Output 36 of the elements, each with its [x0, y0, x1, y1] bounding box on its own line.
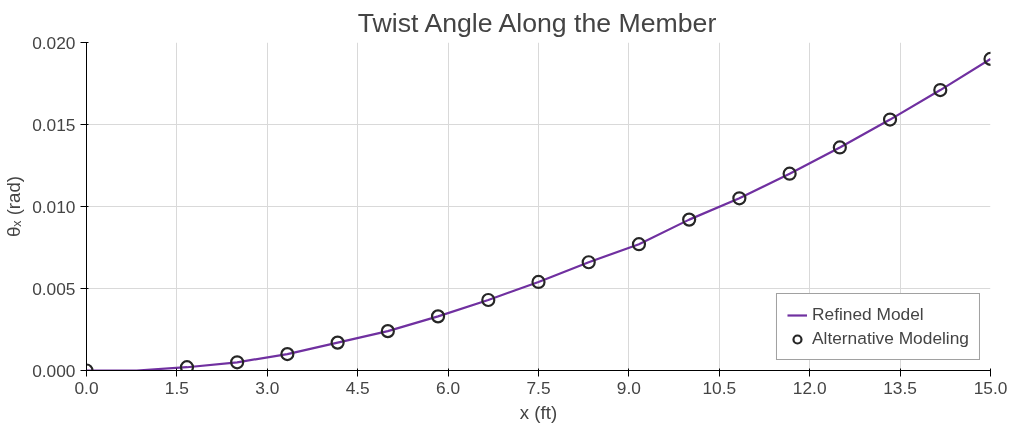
point [280, 347, 295, 362]
y-tick-label: 0.005 [32, 278, 76, 299]
legend-label: Refined Model [811, 304, 924, 325]
x-tick-label: 15.0 [973, 377, 1008, 398]
point [380, 324, 395, 339]
point [682, 212, 697, 227]
legend-label: Alternative Modeling [811, 328, 969, 349]
y-tick-label: 0.015 [32, 114, 76, 135]
point [481, 292, 496, 308]
point [531, 274, 546, 290]
x-tick-label: 12.0 [792, 377, 827, 398]
x-tick-label: 6.0 [436, 377, 461, 398]
x-tick-label: 13.5 [883, 377, 917, 398]
y-tick-label: 0.010 [32, 196, 76, 217]
y-axis-title: θₓ (rad) [3, 175, 25, 238]
point [230, 355, 245, 370]
y-tick-label: 0.000 [32, 360, 76, 381]
point [882, 112, 898, 127]
x-axis-title: x (ft) [519, 401, 558, 423]
point [581, 255, 596, 270]
point [832, 140, 847, 155]
point [631, 237, 647, 252]
point [732, 191, 747, 206]
point [782, 166, 797, 181]
x-tick-label: 0.0 [74, 377, 99, 398]
point [330, 335, 345, 350]
x-tick-label: 3.0 [255, 377, 280, 398]
x-tick-label: 1.5 [164, 377, 189, 398]
point [933, 82, 948, 98]
chart-title: Twist Angle Along the Member [357, 7, 717, 38]
y-tick-label: 0.020 [32, 32, 76, 53]
x-tick-label: 10.5 [702, 377, 737, 398]
x-tick-label: 7.5 [526, 377, 551, 398]
point [430, 309, 446, 324]
x-tick-label: 9.0 [616, 377, 641, 398]
x-tick-label: 4.5 [345, 377, 370, 398]
